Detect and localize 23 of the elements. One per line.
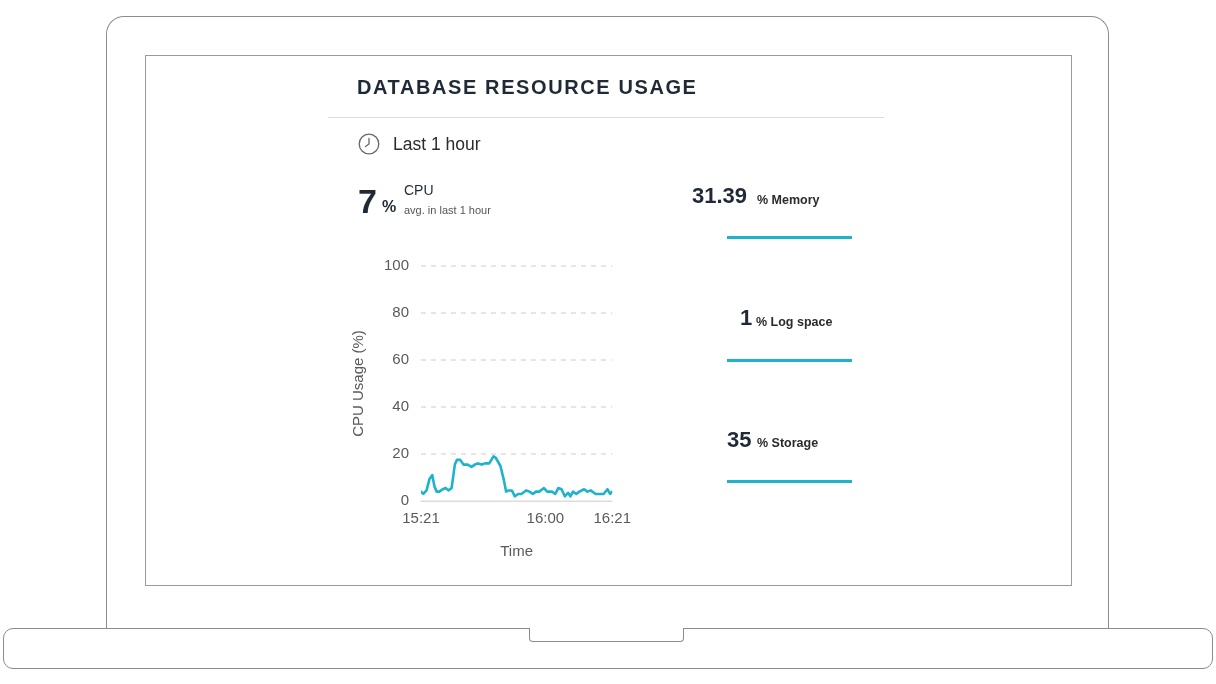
y-tick-label: 100 bbox=[383, 256, 409, 274]
text: 35 bbox=[727, 426, 752, 452]
x-tick-label: 16:21 bbox=[593, 509, 632, 527]
y-tick-label: 20 bbox=[392, 444, 409, 462]
y-axis-title: CPU Usage (%) bbox=[349, 330, 367, 437]
text: % Log space bbox=[756, 315, 833, 330]
chart-title: DATABASE RESOURCE USAGE bbox=[357, 76, 698, 98]
y-tick-label: 80 bbox=[392, 303, 409, 321]
x-tick-label: 16:00 bbox=[526, 509, 565, 527]
text: CPU bbox=[404, 182, 434, 199]
text: % Memory bbox=[757, 193, 820, 208]
text: % Storage bbox=[757, 436, 819, 451]
x-axis-title: Time bbox=[500, 542, 534, 560]
y-tick-label: 40 bbox=[392, 397, 409, 415]
text: 7 bbox=[358, 182, 377, 221]
chart-subtitle: Last 1 hour bbox=[393, 134, 481, 154]
text: avg. in last 1 hour bbox=[404, 203, 491, 216]
text: 1 bbox=[740, 304, 753, 330]
y-tick-label: 60 bbox=[392, 350, 409, 368]
text: 31.39 bbox=[692, 182, 748, 208]
y-tick-label: 0 bbox=[400, 491, 409, 509]
x-tick-label: 15:21 bbox=[402, 509, 440, 527]
text: % bbox=[382, 198, 397, 216]
